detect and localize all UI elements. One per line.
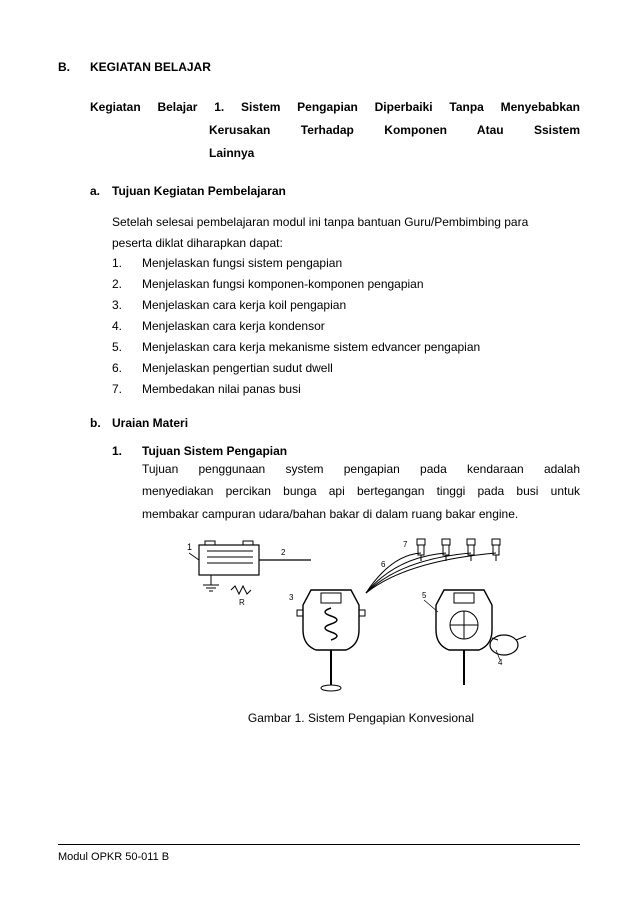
list-item: 3.Menjelaskan cara kerja koil pengapian (112, 295, 580, 316)
list-item: 5.Menjelaskan cara kerja mekanisme siste… (112, 337, 580, 358)
b-sub1-title: Tujuan Sistem Pengapian (142, 444, 287, 458)
list-item: 1.Menjelaskan fungsi sistem pengapian (112, 253, 580, 274)
footer-text: Modul OPKR 50-011 B (58, 851, 580, 863)
b-sub1: 1. Tujuan Sistem Pengapian (112, 444, 580, 458)
section-letter: B. (58, 60, 90, 74)
item-b-title: Uraian Materi (112, 416, 188, 430)
svg-text:7: 7 (403, 540, 408, 549)
kegiatan-label: Kegiatan Belajar 1. (90, 100, 224, 114)
item-b: b. Uraian Materi (90, 416, 580, 430)
svg-text:5: 5 (422, 591, 427, 600)
item-a: a. Tujuan Kegiatan Pembelajaran (90, 184, 580, 198)
svg-text:4: 4 (498, 658, 503, 667)
a-intro-line2: peserta diklat diharapkan dapat: (112, 233, 580, 253)
a-intro: Setelah selesai pembelajaran modul ini t… (112, 212, 580, 253)
list-item: 6.Menjelaskan pengertian sudut dwell (112, 358, 580, 379)
item-a-letter: a. (90, 184, 112, 198)
kegiatan-text1: Sistem Pengapian Diperbaiki Tanpa Menyeb… (241, 100, 580, 114)
a-list: 1.Menjelaskan fungsi sistem pengapian 2.… (112, 253, 580, 400)
b-sub1-num: 1. (112, 444, 142, 458)
list-item: 2.Menjelaskan fungsi komponen-komponen p… (112, 274, 580, 295)
list-item: 7.Membedakan nilai panas busi (112, 379, 580, 400)
footer-divider (58, 844, 580, 845)
kegiatan-heading: Kegiatan Belajar 1. Sistem Pengapian Dip… (90, 96, 580, 164)
ignition-diagram: 1 2 R (181, 535, 541, 700)
item-b-letter: b. (90, 416, 112, 430)
b-sub1-body: Tujuan penggunaan system pengapian pada … (142, 458, 580, 525)
kegiatan-text3: Lainnya (209, 146, 254, 160)
figure-1: 1 2 R (142, 535, 580, 725)
svg-text:1: 1 (187, 542, 192, 552)
kegiatan-text2: Kerusakan Terhadap Komponen Atau Ssistem (209, 123, 580, 137)
figure-caption: Gambar 1. Sistem Pengapian Konvesional (142, 711, 580, 725)
section-title: KEGIATAN BELAJAR (90, 60, 211, 74)
svg-text:6: 6 (381, 560, 386, 569)
section-header: B. KEGIATAN BELAJAR (58, 60, 580, 74)
b-sub1-line1: Tujuan penggunaan system pengapian pada … (142, 458, 580, 480)
b-sub1-line2: menyediakan percikan bunga api bertegang… (142, 480, 580, 502)
svg-text:2: 2 (281, 548, 286, 557)
page-footer: Modul OPKR 50-011 B (58, 844, 580, 863)
svg-text:R: R (239, 598, 245, 607)
svg-text:3: 3 (289, 593, 294, 602)
b-sub1-line3: membakar campuran udara/bahan bakar di d… (142, 503, 580, 525)
a-intro-line1: Setelah selesai pembelajaran modul ini t… (112, 212, 580, 232)
item-a-title: Tujuan Kegiatan Pembelajaran (112, 184, 286, 198)
list-item: 4.Menjelaskan cara kerja kondensor (112, 316, 580, 337)
